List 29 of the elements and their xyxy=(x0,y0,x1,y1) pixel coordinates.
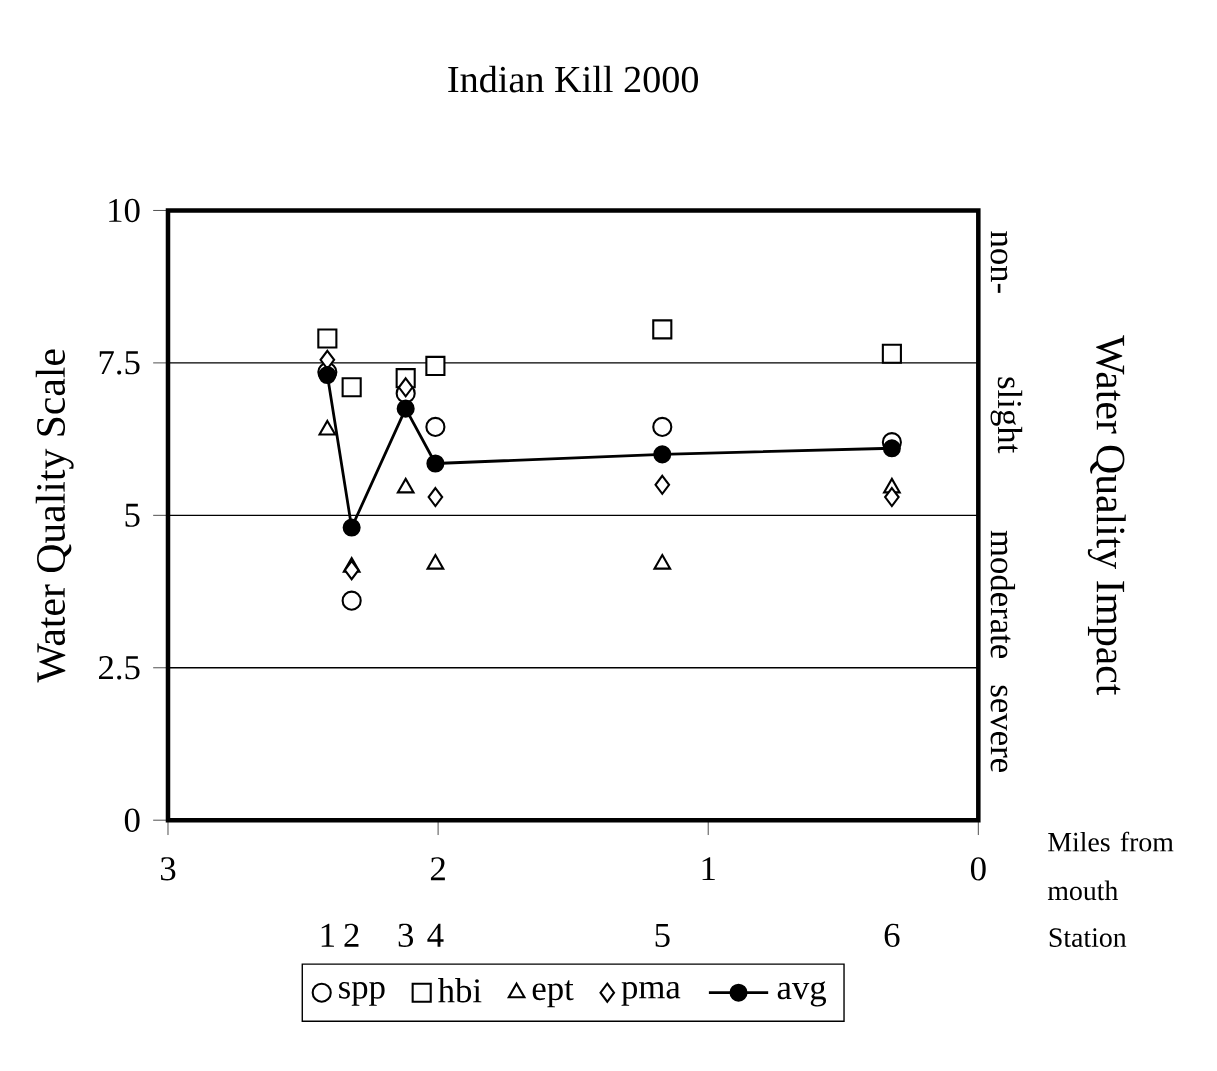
y-tick-label: 10 xyxy=(109,198,140,223)
x-tick-label: 0 xyxy=(970,857,986,881)
y-tick-label: 7.5 xyxy=(99,351,140,375)
text: 6 xyxy=(884,923,900,947)
legend-label: hbi xyxy=(438,977,482,1003)
y2-axis-title: Water Quality Impact xyxy=(1087,335,1126,696)
x-tick-label: 1 xyxy=(702,857,715,881)
text: 1 xyxy=(321,923,334,947)
legend-label: pma xyxy=(621,981,681,1006)
x-axis-title: Miles from mouth xyxy=(1047,831,1174,901)
legend-label: spp xyxy=(339,981,385,1006)
x-tick-label: 2 xyxy=(430,857,445,881)
y-tick-label: 5 xyxy=(125,503,140,527)
y-axis-title: Water Quality Scale xyxy=(35,349,74,683)
text: 2 xyxy=(344,923,359,947)
text: moderate xyxy=(990,530,1016,658)
text: 3 xyxy=(398,923,414,947)
text: 5 xyxy=(655,923,670,947)
legend-label: ept xyxy=(532,980,574,1008)
text: severe xyxy=(990,685,1008,772)
text: Station xyxy=(1049,928,1127,947)
x-tick-label: 3 xyxy=(161,857,176,881)
chart-title: Indian Kill 2000 xyxy=(448,65,699,93)
text: 4 xyxy=(427,923,444,947)
text: non- xyxy=(990,231,1008,293)
text: slight xyxy=(990,377,1023,454)
legend-label: avg xyxy=(777,981,827,1007)
y-tick-label: 0 xyxy=(124,808,140,832)
y-tick-label: 2.5 xyxy=(99,655,140,680)
